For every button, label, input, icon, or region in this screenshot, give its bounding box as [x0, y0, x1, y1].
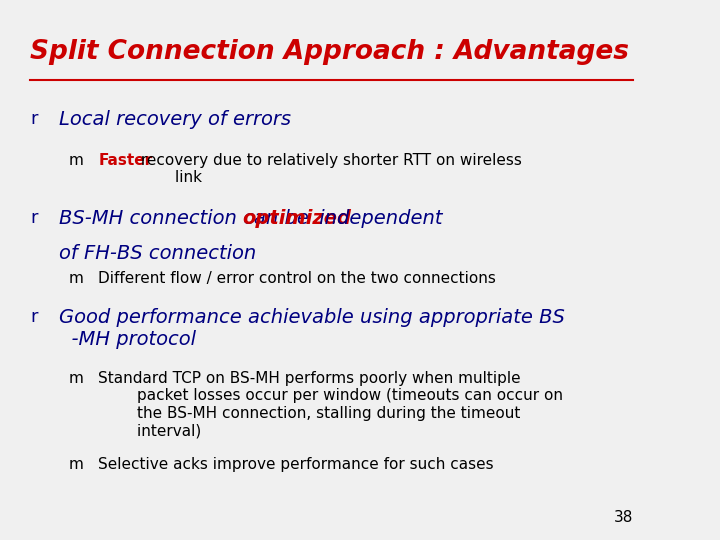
Text: Different flow / error control on the two connections: Different flow / error control on the tw… — [98, 271, 496, 286]
Text: r: r — [30, 209, 37, 227]
Text: Local recovery of errors: Local recovery of errors — [59, 111, 292, 130]
Text: independent: independent — [312, 209, 442, 228]
Text: BS-MH connection can be: BS-MH connection can be — [59, 209, 315, 228]
Text: m: m — [69, 457, 84, 472]
Text: Faster: Faster — [98, 153, 153, 168]
Text: optimized: optimized — [243, 209, 352, 228]
Text: Good performance achievable using appropriate BS
  -MH protocol: Good performance achievable using approp… — [59, 308, 565, 349]
Text: 38: 38 — [613, 510, 633, 525]
Text: of FH-BS connection: of FH-BS connection — [59, 245, 256, 264]
Text: recovery due to relatively shorter RTT on wireless
        link: recovery due to relatively shorter RTT o… — [136, 153, 522, 185]
Text: r: r — [30, 308, 37, 326]
Text: m: m — [69, 371, 84, 386]
Text: m: m — [69, 271, 84, 286]
Text: Standard TCP on BS-MH performs poorly when multiple
        packet losses occur : Standard TCP on BS-MH performs poorly wh… — [98, 371, 563, 438]
Text: m: m — [69, 153, 84, 168]
Text: r: r — [30, 111, 37, 129]
Text: Selective acks improve performance for such cases: Selective acks improve performance for s… — [98, 457, 494, 472]
Text: Split Connection Approach : Advantages: Split Connection Approach : Advantages — [30, 39, 629, 65]
